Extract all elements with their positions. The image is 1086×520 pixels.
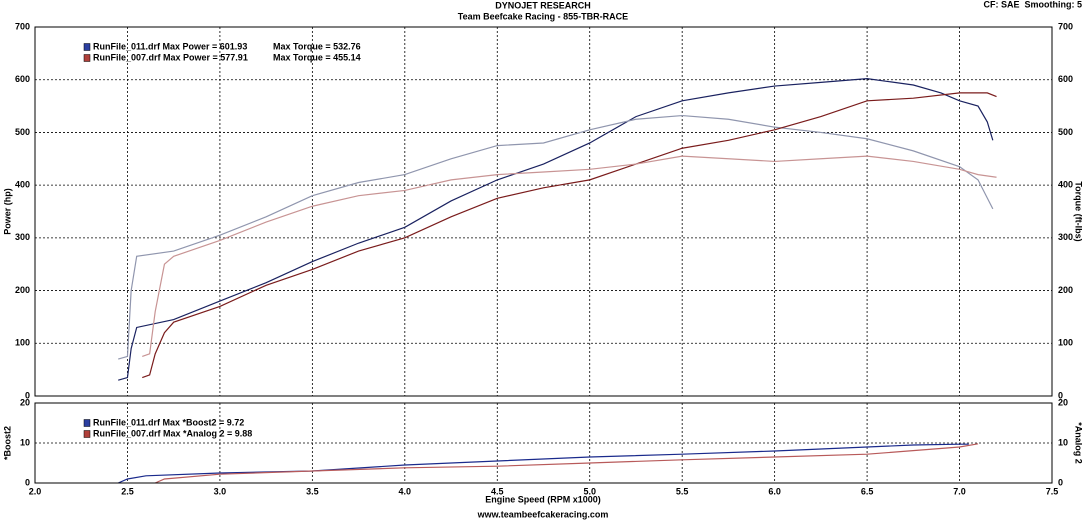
- y2-tick-label: 100: [1058, 338, 1073, 348]
- x-tick-label: 4.5: [491, 486, 504, 496]
- x-tick-label: 2.0: [29, 486, 42, 496]
- y2-tick-label: 0: [1058, 477, 1063, 487]
- legend-swatch: [83, 419, 91, 427]
- chart-title: DYNOJET RESEARCH: [495, 0, 591, 10]
- y-tick-label: 0: [25, 477, 30, 487]
- plot-frame: [34, 26, 1053, 397]
- y2-tick-label: 400: [1058, 180, 1073, 190]
- y2-tick-label: 10: [1058, 437, 1068, 447]
- x-tick-label: 3.0: [214, 486, 227, 496]
- legend-entry: Max Torque = 455.14: [273, 52, 361, 62]
- x-axis-label: Engine Speed (RPM x1000): [485, 494, 601, 504]
- y2-tick-label: 700: [1058, 21, 1073, 31]
- y2-axis-label: *Analog 2: [1074, 422, 1084, 464]
- legend-entry: RunFile_007.drf Max *Analog 2 = 9.88: [93, 428, 252, 438]
- legend-swatch: [83, 54, 91, 62]
- y-tick-label: 400: [15, 180, 30, 190]
- legend-entry: Max Torque = 532.76: [273, 41, 361, 51]
- y-tick-label: 500: [15, 127, 30, 137]
- series-line: [118, 114, 994, 360]
- x-tick-label: 6.0: [768, 486, 781, 496]
- x-tick-label: 5.5: [676, 486, 689, 496]
- y-tick-label: 0: [25, 390, 30, 400]
- x-tick-label: 4.0: [399, 486, 412, 496]
- x-tick-label: 5.0: [583, 486, 596, 496]
- y-tick-label: 20: [20, 397, 30, 407]
- y2-tick-label: 0: [1058, 390, 1063, 400]
- series-line: [117, 443, 969, 484]
- legend-swatch: [83, 430, 91, 438]
- y2-tick-label: 300: [1058, 232, 1073, 242]
- x-tick-label: 7.5: [1046, 486, 1059, 496]
- x-tick-label: 7.0: [953, 486, 966, 496]
- legend-swatch: [83, 43, 91, 51]
- plot-frame: [34, 402, 1053, 484]
- y-tick-label: 100: [15, 338, 30, 348]
- chart-subtitle: Team Beefcake Racing - 855-TBR-RACE: [458, 11, 628, 21]
- y-tick-label: 700: [15, 21, 30, 31]
- legend-entry: RunFile_011.drf Max *Boost2 = 9.72: [93, 417, 244, 427]
- legend-entry: RunFile_007.drf Max Power = 577.91: [93, 52, 248, 62]
- y2-tick-label: 200: [1058, 285, 1073, 295]
- series-line: [142, 92, 997, 379]
- y-axis-label: Power (hp): [2, 188, 12, 235]
- y-axis-label: *Boost2: [2, 426, 12, 460]
- y2-tick-label: 20: [1058, 397, 1068, 407]
- footer: www.teambeefcakeracing.com: [477, 509, 609, 519]
- y-tick-label: 600: [15, 74, 30, 84]
- x-tick-label: 3.5: [306, 486, 319, 496]
- y2-tick-label: 600: [1058, 74, 1073, 84]
- x-tick-label: 2.5: [121, 486, 134, 496]
- y2-axis-label: Torque (ft-lbs): [1074, 181, 1084, 241]
- x-tick-label: 6.5: [861, 486, 874, 496]
- series-line: [142, 155, 997, 358]
- series-line: [118, 78, 994, 381]
- settings-note: CF: SAE Smoothing: 5: [984, 0, 1083, 9]
- series-line: [154, 443, 979, 484]
- legend-entry: RunFile_011.drf Max Power = 601.93: [93, 41, 247, 51]
- y-tick-label: 300: [15, 232, 30, 242]
- y-tick-label: 200: [15, 285, 30, 295]
- y-tick-label: 10: [20, 437, 30, 447]
- y2-tick-label: 500: [1058, 127, 1073, 137]
